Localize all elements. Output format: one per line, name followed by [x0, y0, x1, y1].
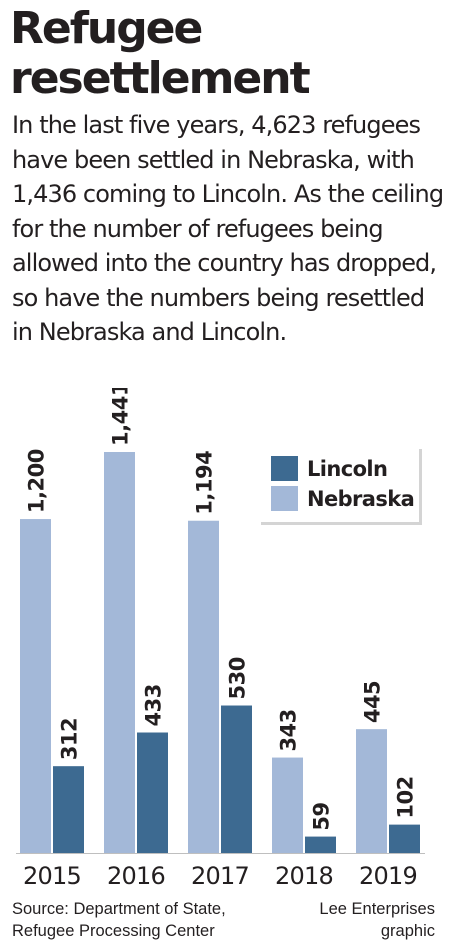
bar-lincoln-2019 [389, 824, 420, 853]
data-label-nebraska-2017: 1,194 [193, 451, 217, 515]
x-tick-label-2016: 2016 [107, 862, 165, 890]
legend-label-lincoln: Lincoln [307, 457, 387, 481]
credit-note: Lee Enterprises graphic [319, 898, 435, 942]
bar-nebraska-2019 [356, 729, 387, 853]
bar-lincoln-2017 [221, 705, 252, 853]
bar-lincoln-2016 [137, 732, 168, 853]
credit-line-2: graphic [380, 922, 435, 940]
source-line-1: Source: Department of State, [12, 900, 226, 918]
data-label-lincoln-2018: 59 [310, 802, 334, 830]
data-label-lincoln-2017: 530 [226, 657, 250, 699]
title-line-1: Refugee [10, 3, 203, 54]
data-label-lincoln-2016: 433 [142, 684, 166, 726]
data-label-nebraska-2015: 1,200 [25, 449, 49, 513]
chart-title: Refugee resettlement [10, 4, 445, 104]
credit-line-1: Lee Enterprises [319, 900, 435, 918]
bar-nebraska-2018 [272, 757, 303, 853]
source-line-2: Refugee Processing Center [12, 922, 215, 940]
legend-swatch-nebraska [271, 486, 298, 511]
title-line-2: resettlement [10, 53, 311, 104]
data-label-nebraska-2019: 445 [361, 681, 385, 723]
data-label-nebraska-2018: 343 [277, 709, 301, 751]
intro-text: In the last five years, 4,623 refugees h… [12, 111, 444, 346]
bar-lincoln-2018 [305, 836, 336, 853]
bar-nebraska-2015 [20, 519, 51, 853]
x-tick-label-2019: 2019 [359, 862, 417, 890]
data-label-lincoln-2019: 102 [394, 776, 418, 818]
legend-swatch-lincoln [271, 456, 298, 481]
x-tick-label-2017: 2017 [191, 862, 249, 890]
bar-lincoln-2015 [53, 766, 84, 853]
bar-nebraska-2016 [104, 452, 135, 853]
data-label-lincoln-2015: 312 [58, 718, 82, 760]
bar-chart: 1,200 312 2015 1,441 433 2016 1,194 530 2017 343 5… [16, 388, 425, 890]
x-tick-label-2018: 2018 [275, 862, 333, 890]
data-label-nebraska-2016: 1,441 [109, 388, 133, 446]
bar-nebraska-2017 [188, 520, 219, 853]
source-note: Source: Department of State, Refugee Pro… [12, 898, 226, 942]
legend-label-nebraska: Nebraska [307, 487, 414, 511]
x-tick-label-2015: 2015 [23, 862, 81, 890]
